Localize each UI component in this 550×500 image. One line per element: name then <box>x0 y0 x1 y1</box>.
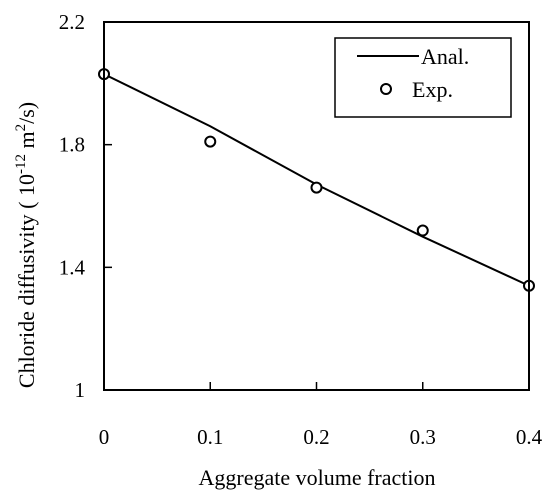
x-tick-label: 0.4 <box>516 425 543 449</box>
data-point-exp <box>310 181 323 194</box>
x-tick-label: 0 <box>99 425 110 449</box>
y-axis-title-exponent: -12 <box>13 154 29 174</box>
plot-frame <box>103 21 530 391</box>
y-axis-title-unit: m <box>14 131 39 154</box>
series-layer <box>98 68 535 292</box>
ticks-layer: 1 1.4 1.8 2.2 0 0.1 0.2 0.3 0.4 <box>59 10 543 449</box>
legend: Anal. Exp. <box>334 37 512 118</box>
x-tick-label: 0.1 <box>197 425 223 449</box>
y-tick-label: 1.8 <box>59 133 85 157</box>
x-tick-label: 0.3 <box>410 425 436 449</box>
legend-line-label: Anal. <box>421 44 469 69</box>
y-axis-title-unit-exponent: 2 <box>13 124 29 132</box>
data-point-exp <box>416 224 429 237</box>
y-tick-label: 1.4 <box>59 255 86 279</box>
y-tick-label: 1 <box>75 378 86 402</box>
y-axis-title: Chloride diffusivity ( 10-12 m2/s) <box>13 102 39 388</box>
y-tick-label: 2.2 <box>59 10 85 34</box>
x-tick-label: 0.2 <box>303 425 329 449</box>
data-point-exp <box>204 135 217 148</box>
y-axis-title-tail: /s) <box>14 102 39 124</box>
y-axis-title-main: Chloride diffusivity ( 10 <box>14 174 39 388</box>
legend-marker-label: Exp. <box>412 77 453 102</box>
legend-box <box>334 37 512 118</box>
legend-marker-swatch <box>380 83 392 95</box>
x-axis-title: Aggregate volume fraction <box>198 465 435 490</box>
svg-text:Chloride diffusivity ( 10-12 m: Chloride diffusivity ( 10-12 m2/s) <box>13 102 39 388</box>
